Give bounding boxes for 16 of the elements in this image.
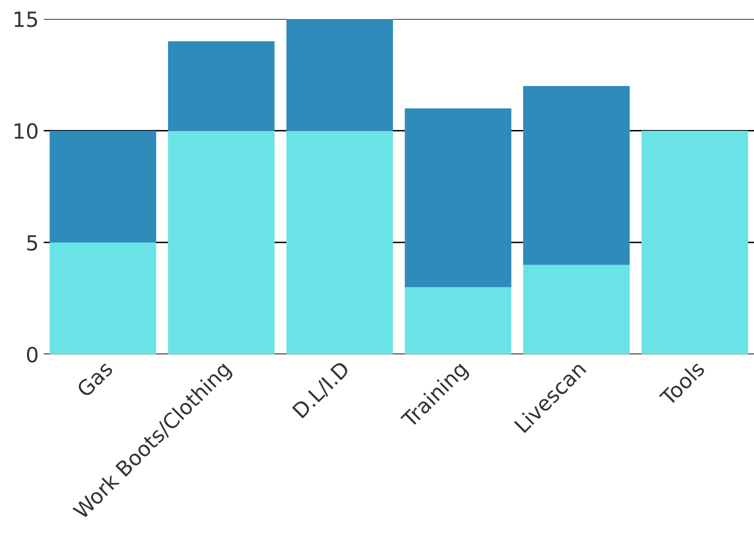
bar xyxy=(523,86,630,265)
bar xyxy=(50,242,156,354)
bar xyxy=(286,18,393,131)
bar xyxy=(168,130,275,354)
x-tick-label: Gas xyxy=(76,360,114,398)
bar xyxy=(404,108,512,288)
bar xyxy=(168,41,275,131)
bar xyxy=(50,130,156,242)
bar xyxy=(286,130,393,354)
bar xyxy=(642,130,748,354)
bar xyxy=(523,264,630,354)
y-tick-label: 10 xyxy=(14,123,38,139)
y-tick-label: 5 xyxy=(27,235,38,251)
y-tick-label: 0 xyxy=(26,346,38,362)
bar xyxy=(404,287,512,354)
y-tick-label: 15 xyxy=(14,12,38,28)
